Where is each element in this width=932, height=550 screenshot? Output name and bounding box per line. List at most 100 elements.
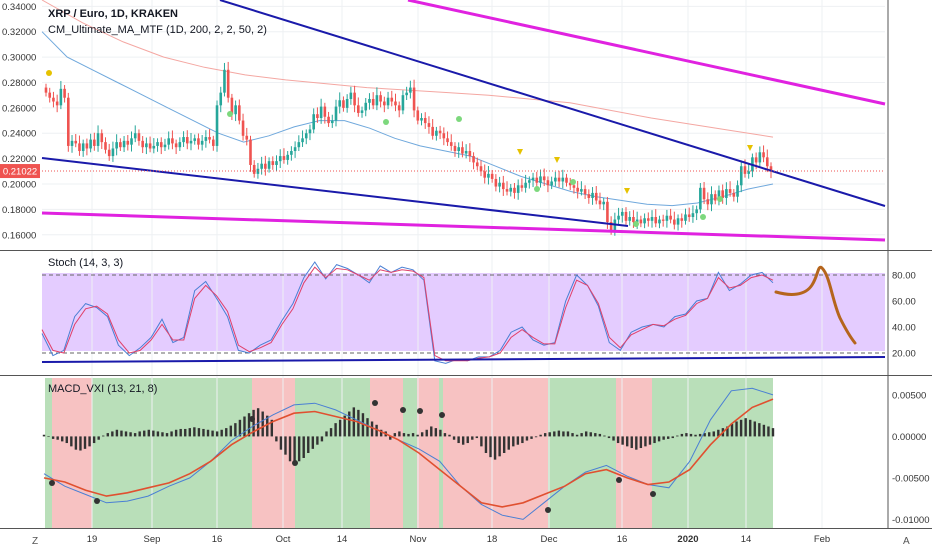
ma-50-line <box>41 31 774 207</box>
timezone-toggle[interactable]: Z <box>32 536 39 547</box>
macd-histogram-bar-78 <box>398 431 401 437</box>
macd-histogram-bar-55 <box>293 436 296 465</box>
candle-body-184 <box>728 189 732 193</box>
macd-signal-line <box>43 398 774 508</box>
macd-histogram-bar-63 <box>329 428 333 437</box>
auto-scale-toggle[interactable]: A <box>903 536 910 547</box>
macd-histogram-bar-14 <box>106 433 109 437</box>
macd-histogram-bar-150 <box>726 426 729 437</box>
candle-body-154 <box>617 215 620 220</box>
candle-body-33 <box>167 138 170 145</box>
candle-body-159 <box>635 219 639 223</box>
macd-cross-dot-2 <box>249 416 255 422</box>
macd-histogram-bar-16 <box>115 429 119 437</box>
candle-body-188 <box>743 166 747 174</box>
candle-body-53 <box>241 120 245 136</box>
macd-indicator-label[interactable]: MACD_VXI (13, 21, 8) <box>48 383 158 395</box>
macd-histogram-bar-88 <box>443 433 447 437</box>
macd-histogram-bar-22 <box>143 430 146 437</box>
price-tick-label-3: 0.28000 <box>2 78 36 89</box>
macd-zone-2 <box>92 378 252 528</box>
macd-histogram-bar-141 <box>685 433 688 437</box>
macd-histogram-bar-27 <box>165 433 169 437</box>
candle-body-164 <box>654 217 658 224</box>
candle-body-106 <box>438 130 442 134</box>
candle-body-49 <box>226 69 230 98</box>
candle-body-152 <box>609 222 613 231</box>
candle-body-34 <box>171 138 174 144</box>
macd-histogram-bar-41 <box>229 425 233 437</box>
candle-body-176 <box>699 187 702 210</box>
macd-histogram-bar-68 <box>352 407 356 437</box>
macd-histogram-bar-132 <box>644 436 647 447</box>
buy-marker-3 <box>534 186 540 192</box>
trendline-lower-blue <box>41 157 629 227</box>
candle-body-144 <box>580 189 583 192</box>
macd-histogram-bar-26 <box>161 432 164 437</box>
macd-histogram-bar-25 <box>156 431 160 437</box>
macd-cross-dot-8 <box>545 507 551 513</box>
candle-body-37 <box>182 137 185 143</box>
macd-histogram-bar-129 <box>630 436 633 449</box>
macd-histogram-bar-125 <box>612 436 615 441</box>
ma-indicator-label[interactable]: CM_Ultimate_MA_MTF (1D, 200, 2, 2, 50, 2… <box>48 24 267 36</box>
candle-body-89 <box>375 95 379 106</box>
macd-histogram-bar-66 <box>343 415 346 437</box>
candle-body-23 <box>130 138 133 145</box>
candle-body-127 <box>516 185 520 193</box>
macd-histogram-bar-120 <box>589 432 592 437</box>
macd-histogram-bar-100 <box>498 436 501 457</box>
macd-histogram-bar-156 <box>753 421 756 437</box>
macd-cross-dot-6 <box>417 408 423 414</box>
macd-histogram-bar-90 <box>452 436 456 440</box>
price-tick-label-4: 0.26000 <box>2 103 36 114</box>
macd-histogram-bar-93 <box>466 436 469 444</box>
macd-zone-8 <box>439 378 443 528</box>
candle-body-137 <box>554 177 557 182</box>
macd-histogram-bar-17 <box>120 430 123 437</box>
last-price-value: 0.21022 <box>3 167 37 178</box>
candle-body-104 <box>431 126 434 136</box>
buy-marker-2 <box>456 116 462 122</box>
candle-body-1 <box>48 92 52 98</box>
macd-histogram-bar-111 <box>548 432 551 437</box>
candle-body-110 <box>453 145 457 152</box>
last-price-tag <box>0 164 40 179</box>
stoch-indicator-label[interactable]: Stoch (14, 3, 3) <box>48 257 124 269</box>
candle-body-90 <box>379 95 382 102</box>
candle-body-113 <box>464 151 468 154</box>
candle-body-157 <box>628 217 632 221</box>
macd-histogram-bar-85 <box>430 426 433 437</box>
candle-body-107 <box>442 133 446 139</box>
macd-histogram-bar-113 <box>557 430 561 437</box>
candle-body-80 <box>342 100 345 108</box>
macd-histogram-bar-77 <box>393 433 397 437</box>
candle-body-160 <box>639 219 643 224</box>
candle-body-173 <box>687 214 691 218</box>
candle-body-68 <box>297 142 301 148</box>
candle-body-40 <box>193 138 197 141</box>
macd-histogram-bar-9 <box>83 436 87 449</box>
macd-histogram-bar-130 <box>635 436 638 450</box>
macd-histogram-bar-13 <box>102 435 105 437</box>
stoch-tick-label-3: 20.00 <box>892 349 916 360</box>
candle-body-158 <box>632 217 635 223</box>
candle-body-186 <box>736 185 739 197</box>
candle-body-187 <box>739 166 743 186</box>
candle-body-18 <box>111 148 115 157</box>
candle-body-81 <box>345 98 349 108</box>
macd-histogram-bar-58 <box>307 436 310 453</box>
candle-body-11 <box>85 143 89 149</box>
candle-body-112 <box>461 147 464 154</box>
macd-histogram-bar-12 <box>97 436 100 440</box>
macd-histogram-bar-5 <box>65 436 68 444</box>
candle-body-26 <box>141 140 144 148</box>
macd-histogram-bar-23 <box>147 429 150 437</box>
macd-histogram-bar-89 <box>448 434 451 437</box>
symbol-title: XRP / Euro, 1D, KRAKEN <box>48 8 178 20</box>
buy-marker-1 <box>383 119 389 125</box>
macd-histogram-bar-91 <box>457 436 460 444</box>
macd-histogram-bar-108 <box>534 436 538 438</box>
macd-histogram-bar-2 <box>51 436 55 439</box>
